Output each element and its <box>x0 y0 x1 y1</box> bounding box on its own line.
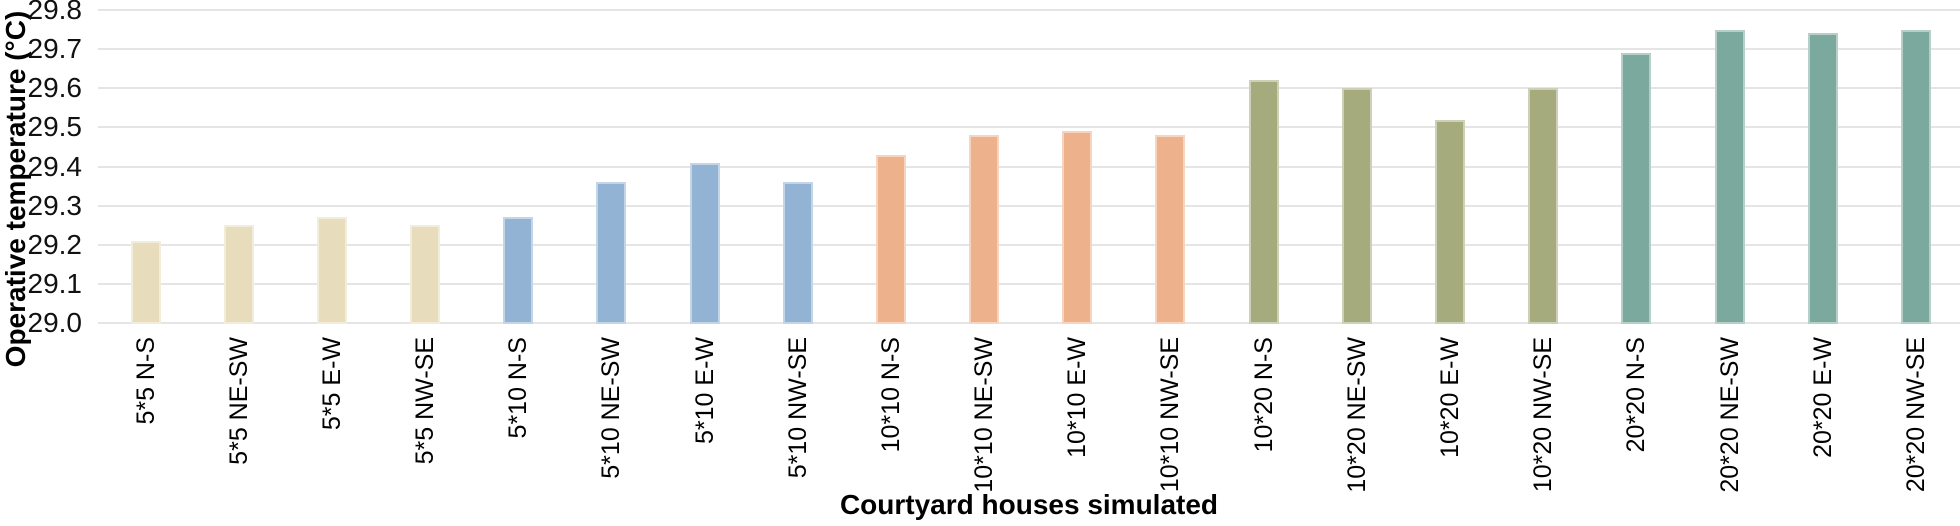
bar <box>1062 131 1093 324</box>
y-tick-label: 29.8 <box>27 0 83 25</box>
gridline <box>98 204 1960 207</box>
y-tick-label: 29.3 <box>27 189 83 221</box>
bar <box>1621 53 1652 324</box>
gridline <box>98 9 1960 11</box>
y-tick-label: 29.2 <box>27 228 83 260</box>
y-tick-label: 29.6 <box>27 72 83 104</box>
y-tick-label: 29.0 <box>27 307 83 338</box>
bar <box>316 217 347 324</box>
gridline <box>98 126 1960 129</box>
gridline <box>98 322 1960 324</box>
bar <box>1248 80 1279 324</box>
bar <box>1900 29 1931 324</box>
bar <box>1807 33 1838 324</box>
gridline <box>98 282 1960 285</box>
bar <box>1155 135 1186 324</box>
bar <box>969 135 1000 324</box>
bar <box>130 240 161 324</box>
bar <box>1714 29 1745 324</box>
y-tick-label: 29.7 <box>27 33 83 65</box>
bar <box>875 154 906 324</box>
bar <box>1341 88 1372 324</box>
bar <box>1435 119 1466 324</box>
bar <box>689 162 720 324</box>
y-tick-label: 29.4 <box>27 150 83 182</box>
gridline <box>98 165 1960 168</box>
bar <box>1528 88 1559 324</box>
bar <box>223 225 254 324</box>
y-tick-label: 29.5 <box>27 111 83 143</box>
gridline <box>98 48 1960 51</box>
bar <box>410 225 441 324</box>
bar <box>503 217 534 324</box>
bar <box>782 182 813 324</box>
gridline <box>98 243 1960 246</box>
gridline <box>98 87 1960 90</box>
x-axis-title: Courtyard houses simulated <box>839 489 1219 520</box>
bar <box>596 182 627 324</box>
y-tick-label: 29.1 <box>27 267 83 299</box>
